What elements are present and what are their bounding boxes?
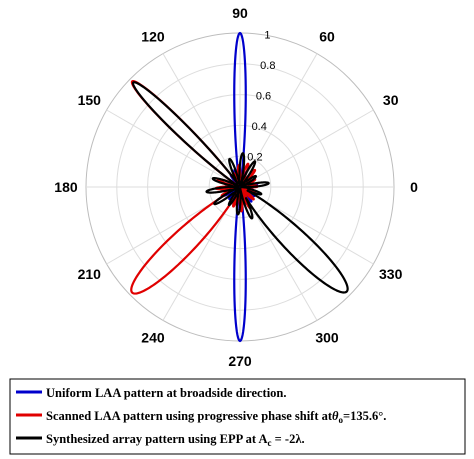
radial-tick-label: 0.4	[252, 121, 267, 133]
legend-entry-uniform: Uniform LAA pattern at broadside directi…	[46, 386, 287, 400]
radial-tick-label: 0.6	[256, 90, 271, 102]
legend: Uniform LAA pattern at broadside directi…	[9, 378, 466, 455]
angle-tick-label: 270	[228, 353, 252, 369]
angle-tick-label: 240	[141, 330, 165, 346]
grid-spoke	[106, 109, 241, 188]
label-layer: 90603003303002702402101801501200.20.40.6…	[54, 5, 418, 369]
grid-spoke	[162, 53, 241, 188]
angle-tick-label: 60	[319, 28, 335, 44]
angle-tick-label: 330	[379, 266, 403, 282]
legend-box	[9, 378, 466, 455]
angle-tick-label: 210	[78, 266, 102, 282]
legend-entry-scanned: Scanned LAA pattern using progressive ph…	[46, 409, 386, 425]
legend-scanned-symbol: θ	[332, 409, 339, 423]
radial-tick-label: 1	[264, 29, 270, 41]
legend-scanned-tail: =135.6°.	[343, 409, 386, 423]
angle-tick-label: 150	[78, 92, 102, 108]
angle-tick-label: 30	[383, 92, 399, 108]
angle-tick-label: 90	[232, 5, 248, 21]
angle-tick-label: 180	[54, 179, 78, 195]
grid-spoke	[239, 109, 374, 188]
series-synthesized-line	[131, 81, 349, 294]
grid-spoke	[239, 53, 318, 188]
angle-tick-label: 300	[315, 330, 339, 346]
radial-tick-label: 0.8	[260, 60, 275, 72]
legend-synth-tail: = -2λ.	[272, 432, 305, 446]
legend-synth-subscript: c	[268, 438, 272, 448]
radial-tick-label: 0.2	[247, 151, 262, 163]
legend-entry-synthesized: Synthesized array pattern using EPP at A…	[46, 432, 305, 448]
angle-tick-label: 120	[141, 28, 165, 44]
legend-scanned-subscript: o	[339, 415, 344, 425]
angle-tick-label: 0	[410, 179, 418, 195]
legend-scanned-name: Scanned LAA pattern using progressive ph…	[46, 409, 333, 423]
series-layer	[130, 31, 349, 343]
legend-synth-name: Synthesized array pattern using EPP at A	[46, 432, 268, 446]
